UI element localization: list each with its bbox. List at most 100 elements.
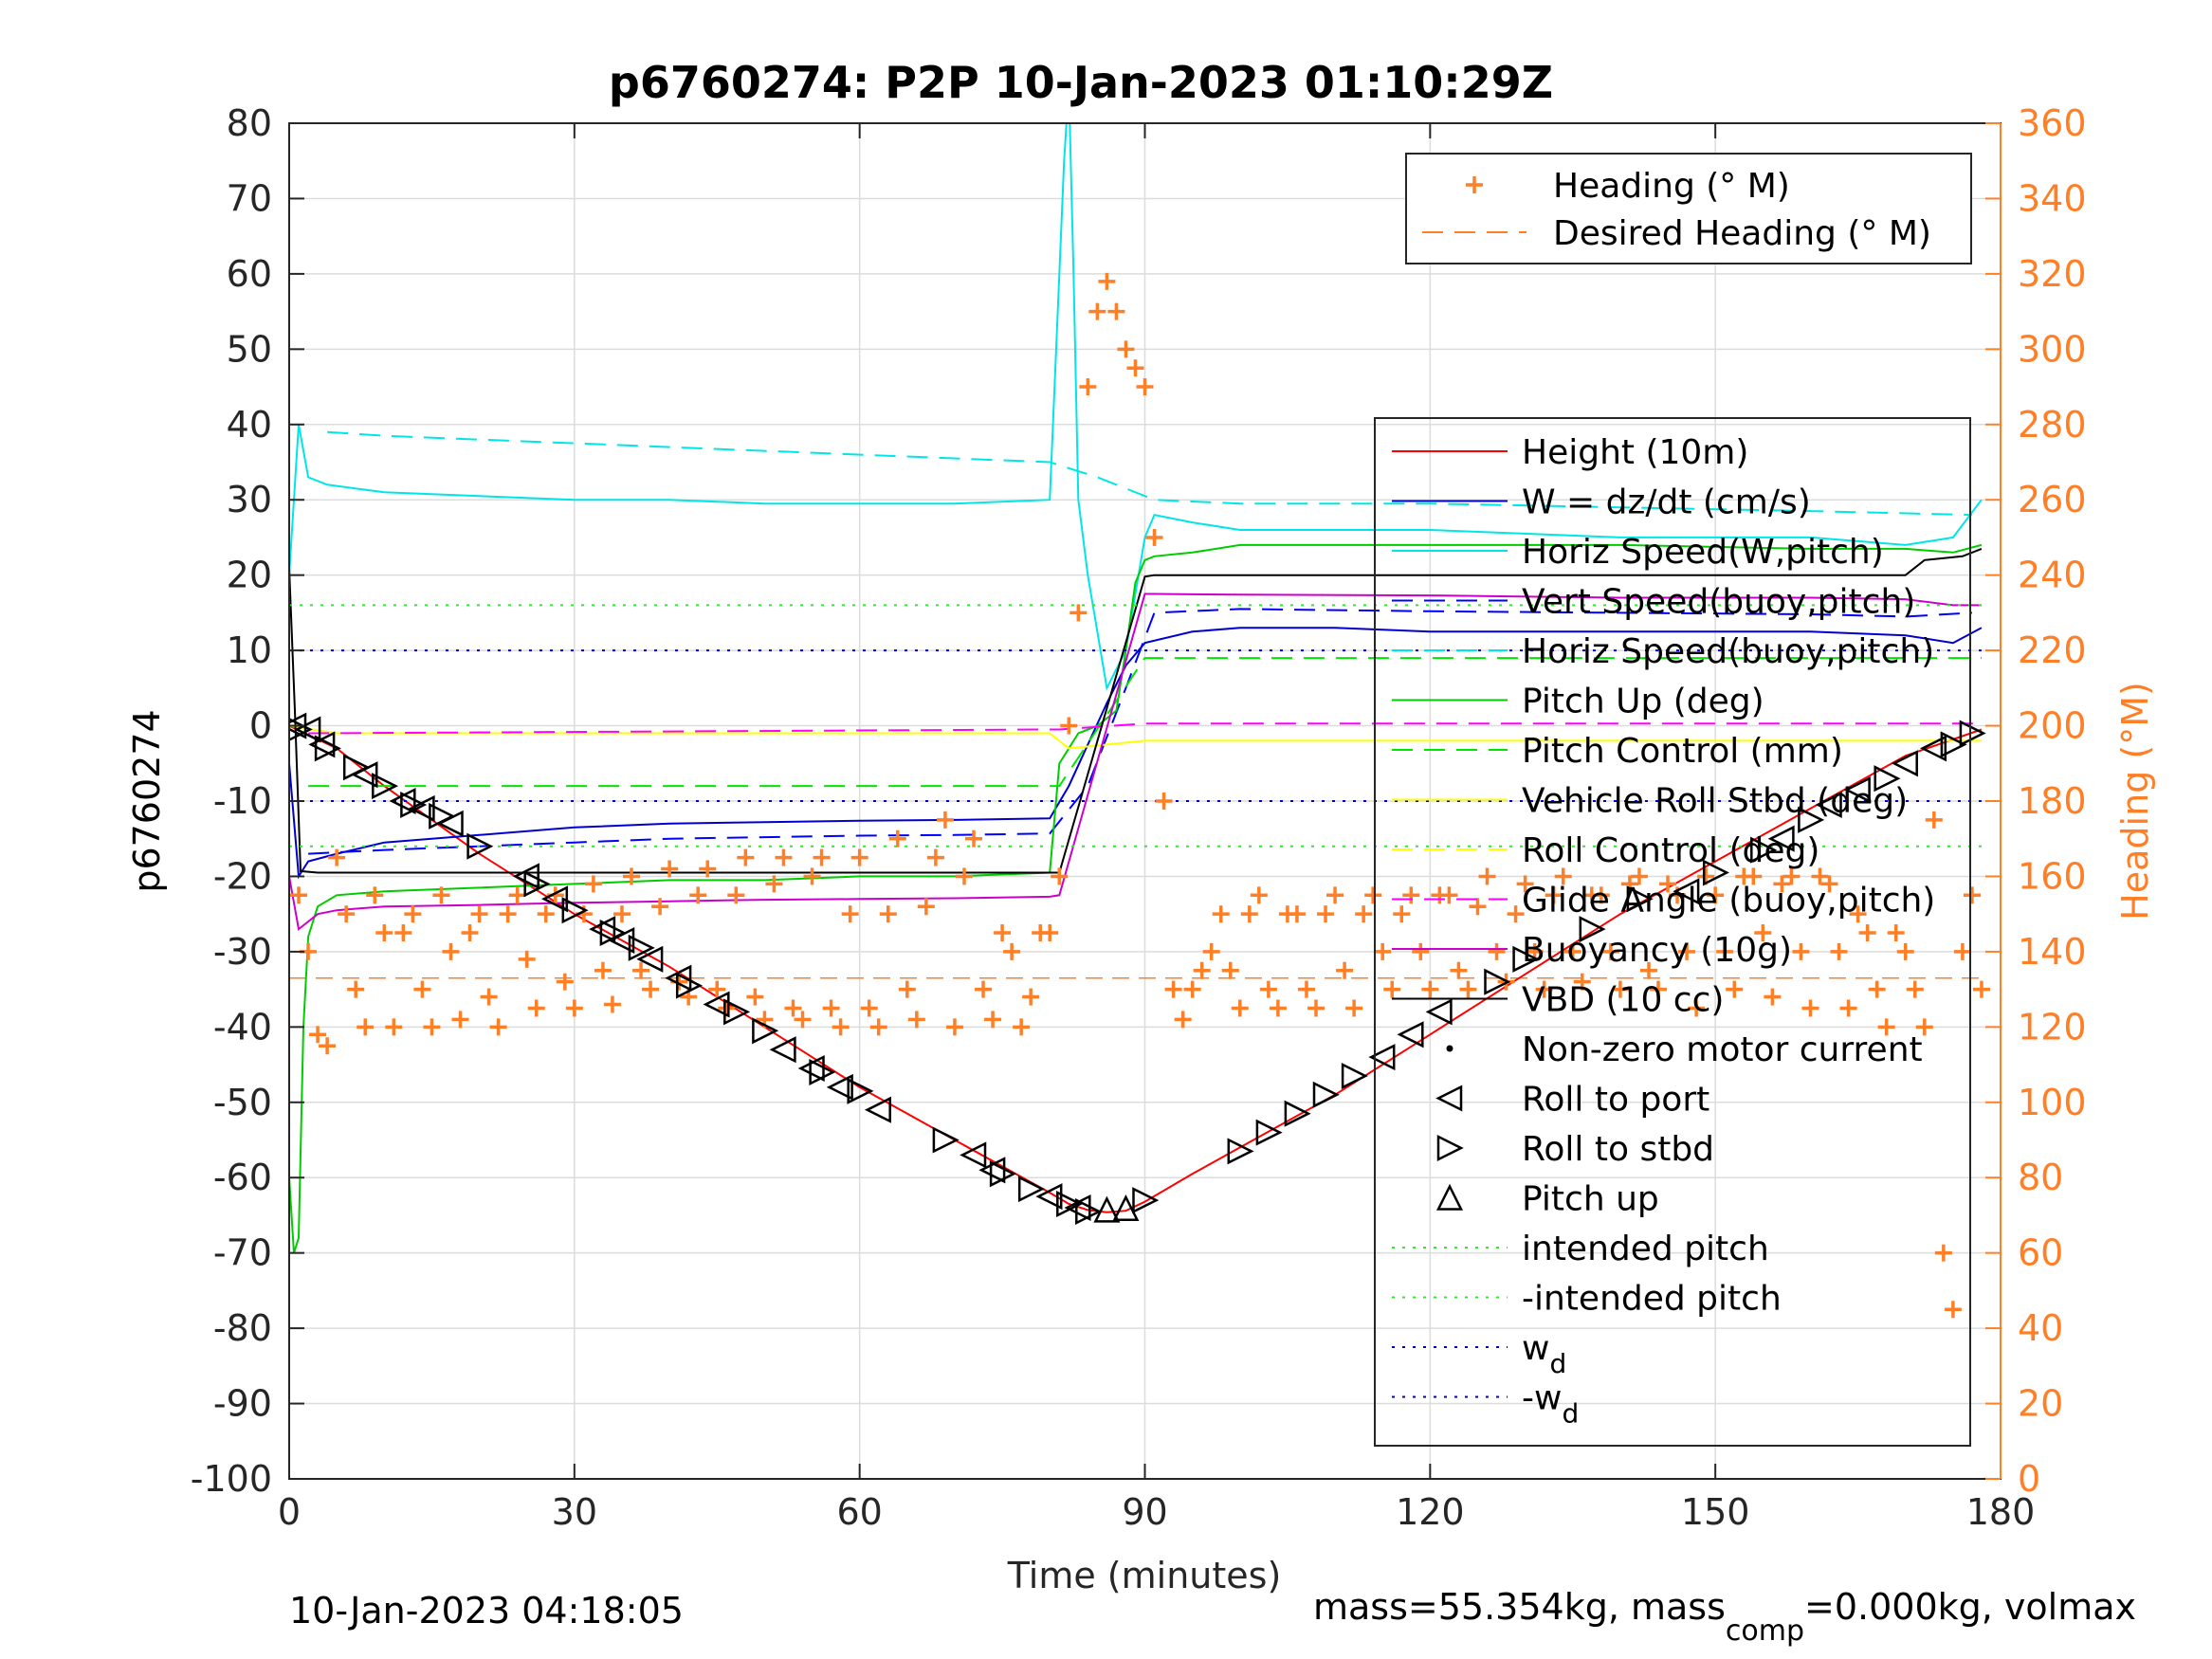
y2-tick-label: 200 <box>2018 705 2087 747</box>
y2-tick-label: 360 <box>2018 102 2087 144</box>
legend-main-item: -intended pitch <box>1392 1280 1782 1319</box>
heading-point <box>1003 942 1021 960</box>
roll-port-marker <box>1920 735 1947 762</box>
heading-point <box>1374 942 1392 960</box>
series-horiz-speed-w-pitch <box>289 123 1983 691</box>
heading-point <box>1944 1301 1962 1319</box>
roll-stbd-marker <box>1284 1100 1311 1127</box>
y2-tick-label: 320 <box>2018 253 2087 295</box>
roll-port-marker <box>1425 998 1453 1026</box>
heading-point <box>1421 980 1439 998</box>
legend-main-item: Vehicle Roll Stbd (deg) <box>1392 782 1908 821</box>
y-tick-label: 0 <box>249 705 272 747</box>
heading-point <box>1450 961 1468 979</box>
legend-sample <box>1436 1134 1464 1162</box>
roll-port-marker <box>308 731 336 758</box>
roll-stbd-marker <box>1626 885 1654 913</box>
roll-port-marker <box>1767 825 1795 852</box>
legend-heading-item: Heading (° M) <box>1466 167 1790 206</box>
legend-main-item: Pitch up <box>1435 1180 1659 1219</box>
y-tick-label: -20 <box>213 855 272 897</box>
heading-point <box>1678 942 1696 960</box>
y2-tick-label: 140 <box>2018 931 2087 973</box>
y-tick-label: -60 <box>213 1157 272 1198</box>
heading-point <box>594 961 612 979</box>
heading-point <box>1259 980 1277 998</box>
heading-point <box>955 867 973 885</box>
heading-point <box>699 860 717 878</box>
legend-main-item: W = dz/dt (cm/s) <box>1392 483 1811 522</box>
pitch-up-marker <box>1112 1194 1140 1222</box>
heading-point <box>1830 942 1848 960</box>
legend-main-label: Height (10m) <box>1522 433 1748 472</box>
heading-point <box>965 830 982 848</box>
heading-point <box>319 1037 337 1055</box>
heading-point <box>775 848 793 866</box>
legend-main-item: Vert Speed(buoy,pitch) <box>1392 583 1915 622</box>
heading-point <box>1545 886 1563 904</box>
legend-main-label-text: Roll to port <box>1522 1081 1709 1120</box>
roll-stbd-marker <box>466 832 494 860</box>
roll-stbd-marker <box>599 919 627 947</box>
heading-point <box>1478 867 1496 885</box>
y2-tick-label: 100 <box>2018 1082 2087 1123</box>
heading-point <box>442 942 460 960</box>
y2-tick-label: 220 <box>2018 629 2087 671</box>
heading-point <box>375 924 393 942</box>
legend-main-label: Horiz Speed(W,pitch) <box>1522 533 1884 572</box>
x-tick-label: 180 <box>1966 1491 2036 1533</box>
heading-point <box>1611 980 1629 998</box>
roll-port-marker <box>294 716 321 743</box>
footer-mass-post: =0.000kg, volmax <box>1804 1586 2136 1628</box>
y2-tick-label: 180 <box>2018 780 2087 822</box>
heading-point <box>1773 875 1791 893</box>
heading-point <box>1459 980 1477 998</box>
legend-main-label-text: w <box>1522 1329 1549 1368</box>
legend-main-label: intended pitch <box>1522 1230 1769 1268</box>
heading-point <box>1107 302 1125 320</box>
y-tick-label: 30 <box>227 479 272 520</box>
roll-stbd-marker <box>723 998 751 1026</box>
heading-point <box>1792 942 1810 960</box>
legend-heading-label: Desired Heading (° M) <box>1553 214 1931 253</box>
series-horiz-speed-buoy-pitch <box>327 430 1972 517</box>
heading-point <box>1240 905 1258 923</box>
heading-point <box>879 905 897 923</box>
roll-stbd-marker <box>1075 1197 1103 1226</box>
roll-port-marker <box>1891 750 1918 777</box>
roll-port-marker <box>1843 776 1871 804</box>
heading-point <box>1297 980 1315 998</box>
legend-main-label: Roll Control (deg) <box>1522 831 1819 870</box>
y2-tick-label: 280 <box>2018 404 2087 446</box>
heading-point <box>1069 604 1088 622</box>
axis-ticks: 0 30 60 90 120 150 18080706050403020100-10-20-… <box>191 102 2087 1533</box>
legend-main-item: Roll to port <box>1435 1081 1709 1120</box>
heading-point <box>1934 1244 1952 1262</box>
heading-point <box>1906 980 1924 998</box>
roll-port-marker <box>769 1036 796 1064</box>
heading-point <box>1849 905 1867 923</box>
y2-axis-label: Heading (°M) <box>2114 682 2156 921</box>
heading-point <box>1174 1011 1192 1029</box>
heading-point <box>366 886 384 904</box>
roll-port-marker <box>826 1073 853 1101</box>
roll-stbd-marker <box>1798 806 1825 833</box>
heading-point <box>794 1011 812 1029</box>
legend-main-label-text: -intended pitch <box>1522 1280 1782 1319</box>
heading-point <box>1202 942 1220 960</box>
heading-point <box>1877 1018 1895 1036</box>
legend-main-item: intended pitch <box>1392 1230 1769 1268</box>
roll-stbd-marker <box>752 1017 779 1045</box>
roll-stbd-marker <box>342 754 370 781</box>
heading-point <box>1745 867 1763 885</box>
heading-point <box>994 924 1012 942</box>
y2-tick-label: 60 <box>2018 1232 2063 1274</box>
heading-point <box>1601 942 1619 960</box>
heading-point <box>813 848 831 866</box>
y-tick-label: 10 <box>227 629 272 671</box>
legend-heading: Heading (° M) Desired Heading (° M) <box>1405 153 1972 264</box>
heading-point <box>1469 898 1487 916</box>
roll-stbd-marker <box>628 934 655 961</box>
heading-point <box>1754 924 1772 942</box>
legend-main-label-text: Pitch Control (mm) <box>1522 732 1843 771</box>
